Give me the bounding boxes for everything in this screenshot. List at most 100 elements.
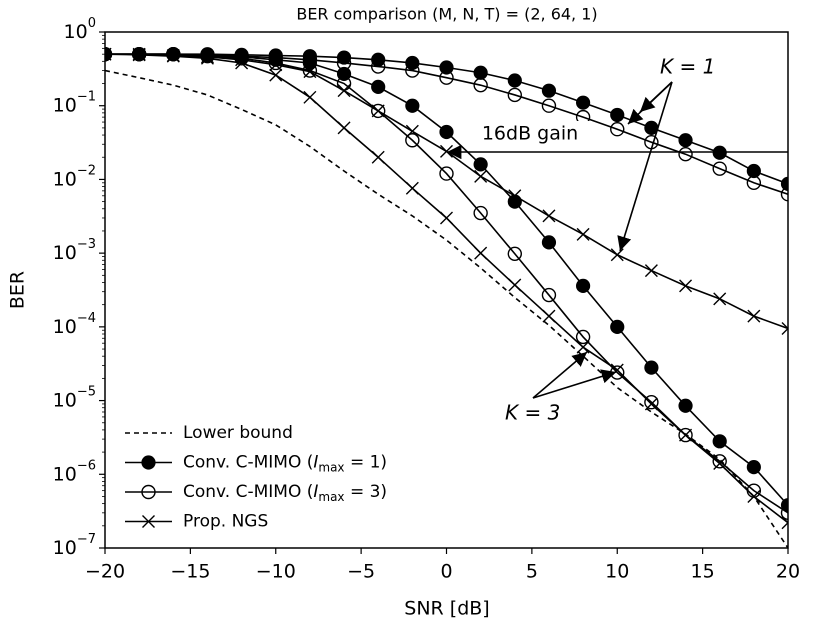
x-tick-label: 15 [691, 561, 715, 583]
data-point [746, 175, 762, 191]
arrow [532, 351, 588, 399]
x-tick-label: 5 [526, 561, 538, 583]
data-point [712, 161, 727, 176]
annotation: K = 1 [660, 55, 715, 79]
data-point [336, 76, 352, 91]
x-tick-label: −20 [85, 561, 125, 583]
x-tick-label: −10 [256, 561, 296, 583]
data-point [507, 73, 522, 88]
y-tick-base: 10 [53, 315, 77, 337]
data-point [610, 107, 625, 123]
data-point [507, 87, 522, 103]
data-point [780, 187, 788, 202]
data-point [439, 166, 454, 181]
y-axis-label: BER [7, 271, 29, 309]
legend-var: I [313, 482, 318, 502]
data-point [439, 60, 454, 75]
data-point [712, 434, 727, 449]
data-point [746, 460, 761, 475]
data-point [507, 194, 522, 209]
legend-label: Prop. NGS [183, 512, 268, 532]
data-point [644, 360, 659, 375]
y-tick-base: 10 [53, 537, 77, 559]
x-tick-label: −5 [347, 561, 375, 583]
data-point [746, 163, 761, 179]
data-point [541, 98, 557, 113]
data-point [678, 146, 693, 162]
data-point [747, 309, 761, 323]
y-tick-exponent: −3 [77, 237, 96, 252]
legend-text: = 1) [345, 453, 388, 473]
legend-sub: max [318, 460, 344, 474]
data-point [575, 329, 591, 345]
data-point [780, 505, 788, 521]
plot-border [104, 31, 789, 549]
annotation-arrows [447, 81, 788, 399]
data-point [473, 157, 488, 172]
y-tick-exponent: −5 [77, 384, 96, 399]
data-point [439, 70, 454, 85]
plot-area: −20 −15 −10 −5 0 5 10 15 2010010−110−210−310−410… [53, 16, 800, 583]
x-tick-label: 0 [440, 561, 452, 583]
legend-text: Conv. C-MIMO ( [183, 482, 313, 502]
legend-text: = 3) [345, 482, 388, 502]
data-point [713, 457, 727, 471]
data-point [105, 47, 112, 61]
data-point [166, 49, 180, 63]
data-point [644, 397, 658, 411]
data-point [166, 46, 181, 62]
series-line [105, 69, 788, 548]
y-tick-base: 10 [53, 463, 77, 485]
y-tick-base: 10 [64, 21, 88, 43]
x-tick-label: 20 [776, 561, 800, 583]
data-point [440, 211, 453, 225]
data-point [405, 98, 420, 113]
y-tick-base: 10 [53, 94, 77, 116]
legend-label: Conv. C-MIMO (Imax = 3) [183, 482, 387, 504]
data-point [679, 428, 693, 442]
arrow [627, 81, 673, 125]
y-tick-base: 10 [53, 242, 77, 264]
data-point [405, 181, 419, 195]
data-point [610, 319, 625, 334]
data-point [679, 279, 693, 293]
data-point [405, 63, 420, 78]
y-tick-exponent: −4 [77, 310, 96, 325]
y-tick-label: 10−7 [53, 532, 96, 559]
data-point [542, 209, 556, 223]
data-point [576, 340, 590, 354]
data-point [780, 176, 788, 191]
data-point [508, 278, 522, 292]
legend-label: Lower bound [183, 423, 293, 443]
data-point [405, 133, 420, 148]
annotation: K = 3 [505, 401, 560, 425]
data-point [541, 287, 557, 303]
data-point [302, 63, 318, 78]
data-point [132, 48, 146, 62]
y-tick-exponent: −6 [77, 458, 96, 473]
y-tick-base: 10 [53, 389, 77, 411]
data-point [678, 398, 693, 413]
data-point [371, 103, 386, 119]
data-point [610, 122, 625, 137]
data-point [575, 95, 591, 110]
x-tick-label: 10 [605, 561, 629, 583]
annotation-bg [470, 121, 592, 147]
chart-title: BER comparison (M, N, T) = (2, 64, 1) [296, 5, 597, 24]
y-tick-label: 10−1 [53, 89, 96, 116]
data-point [644, 395, 659, 410]
legend-sub: max [318, 490, 344, 504]
y-tick-label: 10−6 [53, 458, 96, 485]
legend-marker [142, 515, 155, 528]
data-point [234, 51, 249, 66]
data-point [473, 65, 488, 80]
y-tick-label: 10−5 [53, 384, 96, 411]
x-axis-label: SNR [dB] [404, 598, 489, 620]
y-tick-label: 100 [64, 16, 96, 43]
y-tick-label: 10−4 [53, 310, 96, 337]
data-point [644, 264, 658, 278]
y-tick-exponent: −2 [77, 163, 96, 178]
data-point [235, 56, 249, 70]
x-tick-label: −15 [170, 561, 210, 583]
